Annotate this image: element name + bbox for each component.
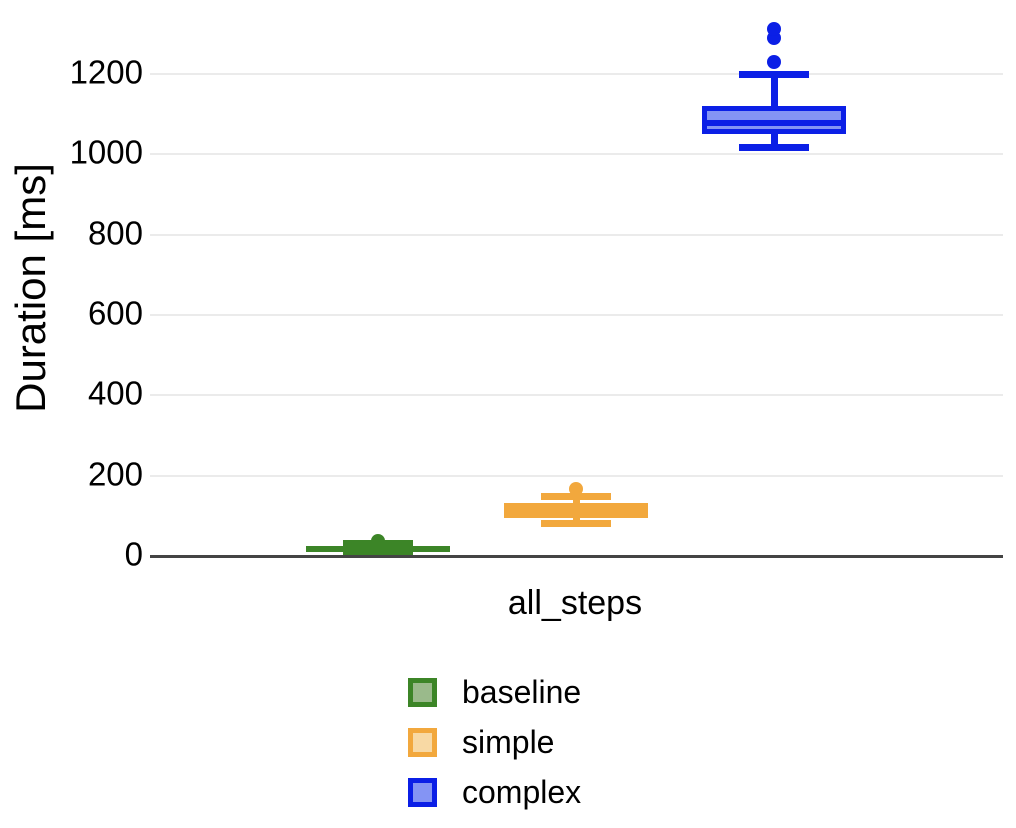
whisker-cap-upper [739, 70, 809, 78]
median-line-simple [504, 508, 648, 514]
whisker-stem-upper [770, 74, 778, 107]
ytick-label-0: 0 [124, 535, 143, 573]
outlier-dot-simple-0 [569, 482, 583, 497]
whisker-cap-upper [541, 493, 611, 501]
whisker-stem-lower [770, 134, 778, 148]
legend-swatch-simple [408, 728, 437, 757]
x-category-label: all_steps [507, 584, 643, 622]
gridline-400 [150, 394, 1003, 397]
gridline-1000 [150, 153, 1003, 156]
gridline-1200 [150, 73, 1003, 75]
legend-label-baseline: baseline [462, 674, 582, 710]
gridline-600 [150, 314, 1003, 316]
legend-label-simple: simple [462, 724, 555, 760]
legend-swatch-complex [408, 778, 437, 807]
ytick-label-1200: 1200 [69, 53, 143, 91]
legend-label-complex: complex [462, 774, 582, 810]
outlier-dot-complex-0 [767, 54, 781, 69]
median-line-baseline [306, 546, 450, 553]
ytick-label-800: 800 [87, 214, 143, 252]
ytick-label-1000: 1000 [69, 133, 143, 171]
ytick-label-600: 600 [87, 294, 143, 332]
whisker-cap-lower [541, 520, 611, 528]
x-axis-line [150, 555, 1003, 558]
legend-row-simple: simple [408, 724, 555, 760]
legend-row-complex: complex [408, 774, 582, 810]
y-axis-title: Duration [ms] [7, 163, 54, 413]
ytick-label-400: 400 [87, 374, 143, 412]
whisker-cap-lower [343, 550, 413, 558]
whisker-cap-lower [739, 143, 809, 151]
outlier-dot-complex-2 [767, 22, 781, 36]
legend-row-baseline: baseline [408, 674, 582, 710]
whisker-cap-upper [343, 540, 413, 548]
ytick-label-200: 200 [87, 455, 143, 493]
gridline-200 [150, 474, 1003, 477]
gridline-800 [150, 233, 1003, 236]
legend-swatch-baseline [408, 678, 437, 707]
median-line-complex [702, 120, 846, 126]
